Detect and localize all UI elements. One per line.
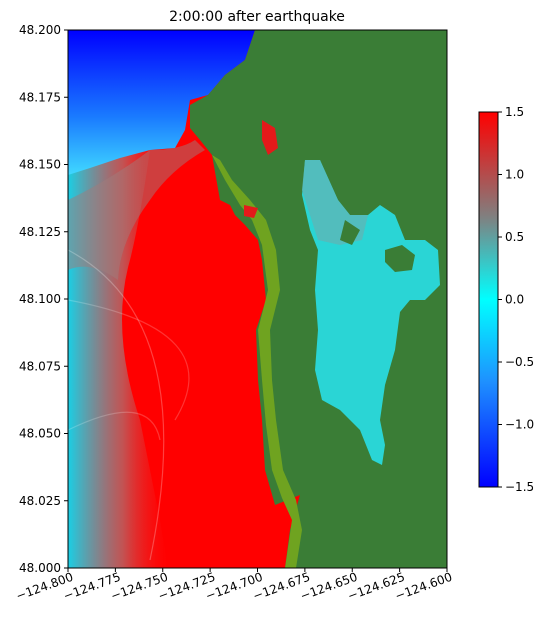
colorbar-tick-label: 0.0	[505, 293, 524, 307]
colorbar-tick-label: −1.0	[505, 418, 534, 432]
colorbar-gradient	[478, 111, 499, 488]
wave-arc-3	[68, 411, 161, 441]
colorbar-tick-label: −0.5	[505, 355, 534, 369]
red-pocket-1	[262, 120, 278, 155]
wave-arc-1	[68, 249, 165, 561]
y-tick-label: 48.075	[19, 359, 61, 373]
shore-band	[212, 155, 302, 568]
colorbar-ticks: −1.5 −1.0 −0.5 0.0 0.5 1.0 1.5	[498, 105, 534, 494]
chart-title: 2:00:00 after earthquake	[169, 9, 345, 25]
colorbar: −1.5 −1.0 −0.5 0.0 0.5 1.0 1.5	[478, 105, 534, 494]
y-tick-label: 48.025	[19, 494, 61, 508]
island-1	[385, 245, 415, 272]
y-tick-label: 48.150	[19, 158, 61, 172]
y-tick-label: 48.125	[19, 225, 61, 239]
y-tick-label: 48.100	[19, 292, 61, 306]
red-pocket-2	[244, 205, 258, 218]
colorbar-tick-label: 1.5	[505, 105, 524, 119]
colorbar-tick-label: −1.5	[505, 480, 534, 494]
inlet-shallow	[302, 160, 368, 245]
y-tick-label: 48.050	[19, 427, 61, 441]
colorbar-tick-label: 1.0	[505, 168, 524, 182]
plot-area	[68, 30, 447, 568]
y-tick-label: 48.175	[19, 90, 61, 104]
sea-grey-front	[68, 140, 205, 280]
y-tick-label: 48.200	[19, 23, 61, 37]
y-axis: 48.000 48.025 48.050 48.075 48.100 48.125 48.1…	[19, 23, 68, 575]
colorbar-tick-label: 0.5	[505, 230, 524, 244]
wave-arc-2	[68, 299, 190, 421]
x-axis: −124.800−124.775−124.750−124.725−124.700…	[14, 568, 454, 603]
sea-deep-blue	[68, 30, 255, 175]
y-tick-label: 48.000	[19, 561, 61, 575]
island-2	[340, 220, 360, 245]
